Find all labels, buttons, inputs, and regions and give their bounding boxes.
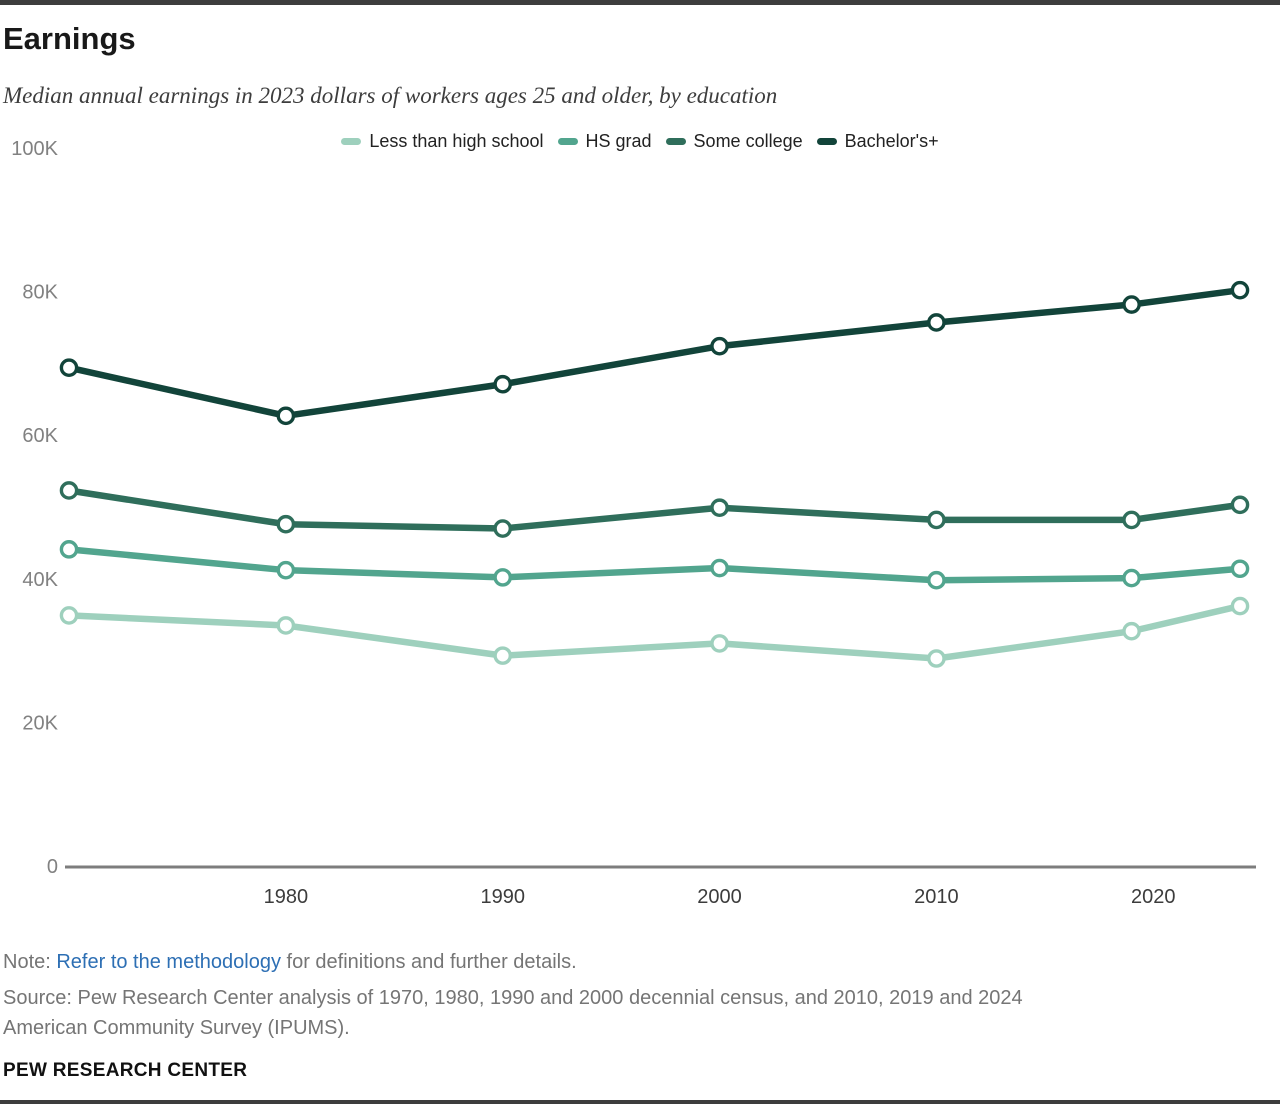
legend-label-some-college: Some college <box>693 130 803 151</box>
data-point-some-college-2024 <box>1230 495 1250 515</box>
series-line-less-than-high-school <box>65 602 1244 662</box>
source-line-1: Source: Pew Research Center analysis of … <box>3 987 1023 1009</box>
bottom-rule <box>0 1100 1280 1104</box>
data-point-less-than-high-school-1990 <box>493 646 513 665</box>
x-axis-tick-label-2020: 2020 <box>1131 886 1176 908</box>
data-point-less-than-high-school-2024 <box>1230 596 1250 616</box>
y-axis-tick-label-80k: 80K <box>22 282 58 304</box>
pew-research-center-wordmark: PEW RESEARCH CENTER <box>3 1060 248 1081</box>
note-prefix: Note: <box>3 951 57 973</box>
data-point-bachelor-s-2019 <box>1122 295 1141 314</box>
top-rule <box>0 0 1280 5</box>
data-point-less-than-high-school-2010 <box>927 649 946 668</box>
legend-label-less-than-high-school: Less than high school <box>369 130 544 151</box>
legend-label-hs-grad: HS grad <box>585 130 652 151</box>
data-point-some-college-1990 <box>493 519 513 538</box>
data-point-bachelor-s-1970 <box>59 358 79 378</box>
data-point-bachelor-s-2000 <box>710 336 729 356</box>
legend-swatch-hs-grad <box>557 137 578 145</box>
x-axis-tick-label-2000: 2000 <box>697 886 742 908</box>
legend-swatch-less-than-high-school <box>341 137 362 145</box>
data-point-hs-grad-2010 <box>927 570 946 590</box>
legend-item-less-than-high-school: Less than high school <box>341 130 544 152</box>
y-axis-tick-label-20k: 20K <box>22 712 58 734</box>
y-axis-tick-label-0: 0 <box>47 856 58 878</box>
data-point-less-than-high-school-2000 <box>710 634 729 653</box>
series-line-hs-grad <box>65 546 1244 584</box>
data-point-some-college-2019 <box>1122 510 1141 530</box>
legend-item-some-college: Some college <box>665 130 803 152</box>
chart-legend: Less than high school HS grad Some college… <box>0 129 1280 153</box>
data-point-bachelor-s-1980 <box>276 406 296 426</box>
data-point-hs-grad-2000 <box>710 558 729 578</box>
series-line-some-college <box>65 487 1244 532</box>
x-axis-tick-label-1980: 1980 <box>264 886 309 908</box>
data-point-bachelor-s-2024 <box>1230 280 1250 300</box>
earnings-line-chart: 0 20K 40K 60K 80K 100K 1980 1990 2000 2010 2020 <box>11 138 1256 908</box>
data-point-less-than-high-school-1970 <box>59 606 79 625</box>
legend-swatch-bachelor-s <box>816 137 837 145</box>
legend-item-hs-grad: HS grad <box>557 130 652 152</box>
chart-subtitle: Median annual earnings in 2023 dollars o… <box>3 83 778 108</box>
y-axis-tick-label-40k: 40K <box>22 569 58 591</box>
note-suffix: for definitions and further details. <box>280 951 577 973</box>
data-point-less-than-high-school-1980 <box>276 616 296 635</box>
data-point-some-college-2010 <box>927 510 946 530</box>
data-point-hs-grad-1980 <box>276 560 296 580</box>
legend-item-bachelor-s: Bachelor's+ <box>816 130 939 152</box>
source-text: Source: Pew Research Center analysis of … <box>3 983 1023 1043</box>
methodology-link[interactable]: Refer to the methodology <box>56 951 281 973</box>
legend-label-bachelor-s: Bachelor's+ <box>844 130 939 151</box>
source-line-2: American Community Survey (IPUMS). <box>3 1017 350 1039</box>
legend-swatch-some-college <box>665 137 686 145</box>
data-point-some-college-2000 <box>710 498 729 518</box>
data-point-bachelor-s-1990 <box>493 374 513 394</box>
page-title: Earnings <box>3 21 136 56</box>
x-axis-tick-label-1990: 1990 <box>480 886 525 908</box>
y-axis-tick-label-60k: 60K <box>22 425 58 447</box>
data-point-less-than-high-school-2019 <box>1122 621 1141 641</box>
data-point-bachelor-s-2010 <box>927 313 946 332</box>
x-axis-tick-label-2010: 2010 <box>914 886 959 908</box>
data-point-some-college-1980 <box>276 514 296 534</box>
data-point-hs-grad-2019 <box>1122 568 1141 588</box>
y-axis-tick-label-100k: 100K <box>11 138 58 160</box>
data-point-hs-grad-1990 <box>493 568 513 587</box>
series-line-bachelor-s <box>65 286 1244 420</box>
data-point-hs-grad-1970 <box>59 540 79 559</box>
data-point-hs-grad-2024 <box>1230 559 1250 579</box>
note-line: Note: Refer to the methodology for defin… <box>3 951 577 974</box>
data-point-some-college-1970 <box>59 481 79 500</box>
